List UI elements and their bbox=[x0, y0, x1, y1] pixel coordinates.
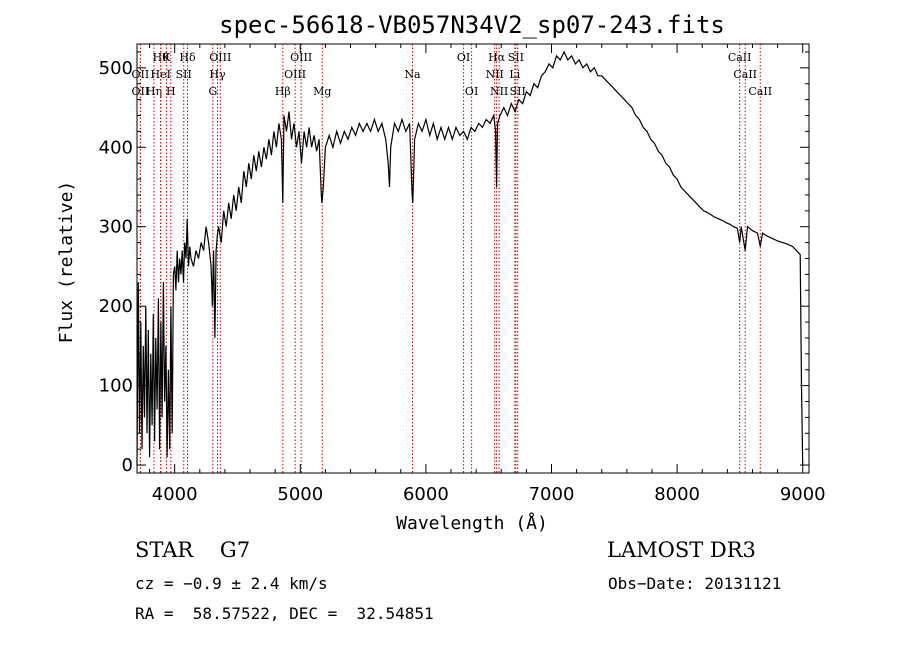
line-marker-label: K bbox=[162, 51, 171, 64]
line-marker-label: Hβ bbox=[275, 85, 291, 98]
plot-frame bbox=[136, 43, 810, 474]
line-marker-label: OI bbox=[465, 85, 478, 98]
line-marker-label: SII bbox=[176, 68, 192, 81]
line-marker-label: Hα bbox=[488, 51, 506, 64]
line-marker-label: Hγ bbox=[209, 68, 226, 81]
object-class: STAR G7 bbox=[135, 538, 251, 562]
redshift-text: cz = −0.9 ± 2.4 km/s bbox=[135, 574, 328, 593]
observation-date: Obs−Date: 20131121 bbox=[608, 574, 782, 593]
coordinates-text: RA = 58.57522, DEC = 32.54851 bbox=[135, 604, 434, 623]
y-tick-label: 200 bbox=[99, 296, 133, 317]
line-marker-label: OIII bbox=[290, 51, 312, 64]
x-tick-label: 5000 bbox=[277, 484, 323, 505]
y-tick-label: 100 bbox=[99, 376, 133, 397]
x-tick-label: 4000 bbox=[152, 484, 198, 505]
axis-ticks: 4000 5000 6000 7000 8000 9000 0 100 200 300 400 500 bbox=[99, 44, 826, 505]
line-marker-label: SII bbox=[508, 51, 524, 64]
line-marker-label: NII bbox=[486, 68, 504, 81]
line-marker-label: G bbox=[208, 85, 217, 98]
y-tick-label: 300 bbox=[99, 217, 133, 238]
x-tick-label: 7000 bbox=[529, 484, 575, 505]
chart-title: spec-56618-VB057N34V2_sp07-243.fits bbox=[219, 11, 725, 39]
line-marker-label: CaII bbox=[733, 68, 757, 81]
line-marker-label: CaII bbox=[748, 85, 772, 98]
line-marker-label: Hδ bbox=[179, 51, 196, 64]
line-marker-label: Mg bbox=[313, 85, 331, 98]
line-marker-label: Hη bbox=[146, 85, 162, 98]
x-axis-label: Wavelength (Å) bbox=[396, 512, 548, 534]
line-marker-label: OI bbox=[457, 51, 470, 64]
survey-name: LAMOST DR3 bbox=[607, 538, 756, 562]
y-tick-label: 0 bbox=[122, 455, 133, 476]
line-marker-label: SII bbox=[510, 85, 526, 98]
spectrum-line bbox=[136, 50, 804, 466]
line-marker-label: OIII bbox=[284, 68, 306, 81]
line-marker-label: Li bbox=[509, 68, 520, 81]
line-marker-label: Hθ bbox=[153, 51, 170, 64]
line-marker-label: H bbox=[166, 85, 176, 98]
x-tick-label: 6000 bbox=[403, 484, 449, 505]
y-tick-label: 500 bbox=[99, 58, 133, 79]
line-marker-group: OIIOIIHηHθHeIKHSIIHδGHγOIIIHβOIIIOIIIMgN… bbox=[132, 44, 772, 473]
x-tick-label: 9000 bbox=[780, 484, 826, 505]
y-axis-label: Flux (relative) bbox=[56, 181, 77, 344]
line-marker-label: OII bbox=[132, 85, 150, 98]
y-tick-label: 400 bbox=[99, 137, 133, 158]
line-marker-label: Na bbox=[404, 68, 421, 81]
line-marker-label: NII bbox=[490, 85, 508, 98]
line-marker-label: OII bbox=[132, 68, 150, 81]
x-tick-label: 8000 bbox=[654, 484, 700, 505]
line-marker-label: OIII bbox=[209, 51, 231, 64]
line-marker-label: HeI bbox=[151, 68, 171, 81]
line-marker-label: CaII bbox=[728, 51, 752, 64]
